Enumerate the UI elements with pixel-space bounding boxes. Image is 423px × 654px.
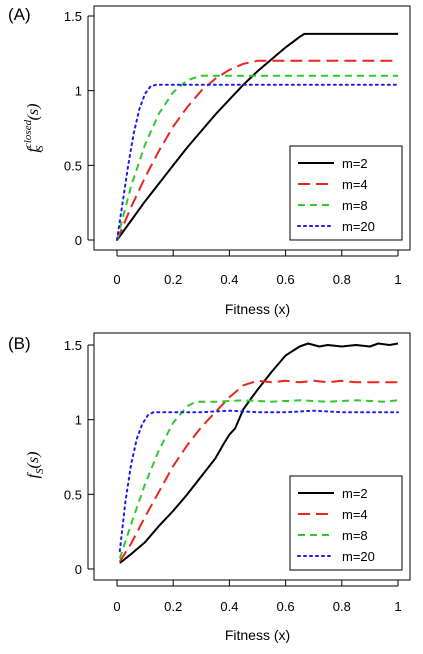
x-tick-label: 0.8	[333, 599, 351, 614]
x-tick-label: 0.4	[220, 599, 238, 614]
x-tick-label: 0.6	[277, 272, 295, 287]
y-tick-label: 0.5	[64, 487, 82, 502]
panel-label: (A)	[8, 5, 31, 24]
x-tick-label: 0.4	[220, 272, 238, 287]
x-axis-label: Fitness (x)	[225, 301, 290, 317]
x-tick-label: 0.2	[164, 599, 182, 614]
chart-panel-b: (B) 0 0.2 0.4 0.6 0.8 1 0 0.5 1 1.5 Fitness (x) fS(s…	[8, 332, 411, 643]
y-tick-label: 0.5	[64, 158, 82, 173]
legend-label: m=8	[342, 198, 368, 213]
x-tick-label: 0.2	[164, 272, 182, 287]
panel-label: (B)	[8, 334, 31, 353]
legend-label: m=2	[342, 156, 368, 171]
x-tick-label: 0	[113, 599, 120, 614]
y-axis-label: fclosedS(s)	[22, 104, 46, 153]
plot-frame	[93, 332, 411, 581]
y-axis-label: fS(s)	[25, 452, 46, 479]
series-line-m-4	[116, 59, 398, 241]
series-line-m-20	[118, 409, 399, 553]
series-line-m-4	[118, 379, 398, 563]
x-tick-label: 0	[113, 272, 120, 287]
x-tick-label: 1	[394, 599, 401, 614]
series-line-m-8	[116, 74, 398, 241]
y-tick-label: 1	[75, 84, 82, 99]
x-tick-label: 0.6	[277, 599, 295, 614]
x-axis-label: Fitness (x)	[225, 627, 290, 643]
series-line-m-2	[116, 32, 398, 241]
y-tick-label: 1.5	[64, 9, 82, 24]
series-line-m-2	[119, 342, 399, 564]
legend-label: m=4	[342, 507, 368, 522]
x-tick-label: 1	[394, 272, 401, 287]
series-line-m-8	[118, 399, 399, 559]
series-line-m-20	[116, 83, 399, 241]
y-tick-label: 1.5	[64, 338, 82, 353]
legend-box	[289, 145, 403, 241]
x-tick-label: 0.8	[333, 272, 351, 287]
legend-label: m=8	[342, 528, 368, 543]
plot-frame	[93, 5, 411, 251]
legend-label: m=2	[342, 486, 368, 501]
legend-box	[289, 475, 403, 571]
y-tick-label: 1	[75, 413, 82, 428]
y-tick-label: 0	[75, 233, 82, 248]
legend-label: m=4	[342, 177, 368, 192]
legend-label: m=20	[342, 549, 375, 564]
chart-panel-a: (A) 0 0.2 0.4 0.6 0.8 1 0 0.5 1 1.5 Fitness (x) fclo…	[8, 5, 411, 317]
legend-label: m=20	[342, 219, 375, 234]
y-tick-label: 0	[75, 562, 82, 577]
